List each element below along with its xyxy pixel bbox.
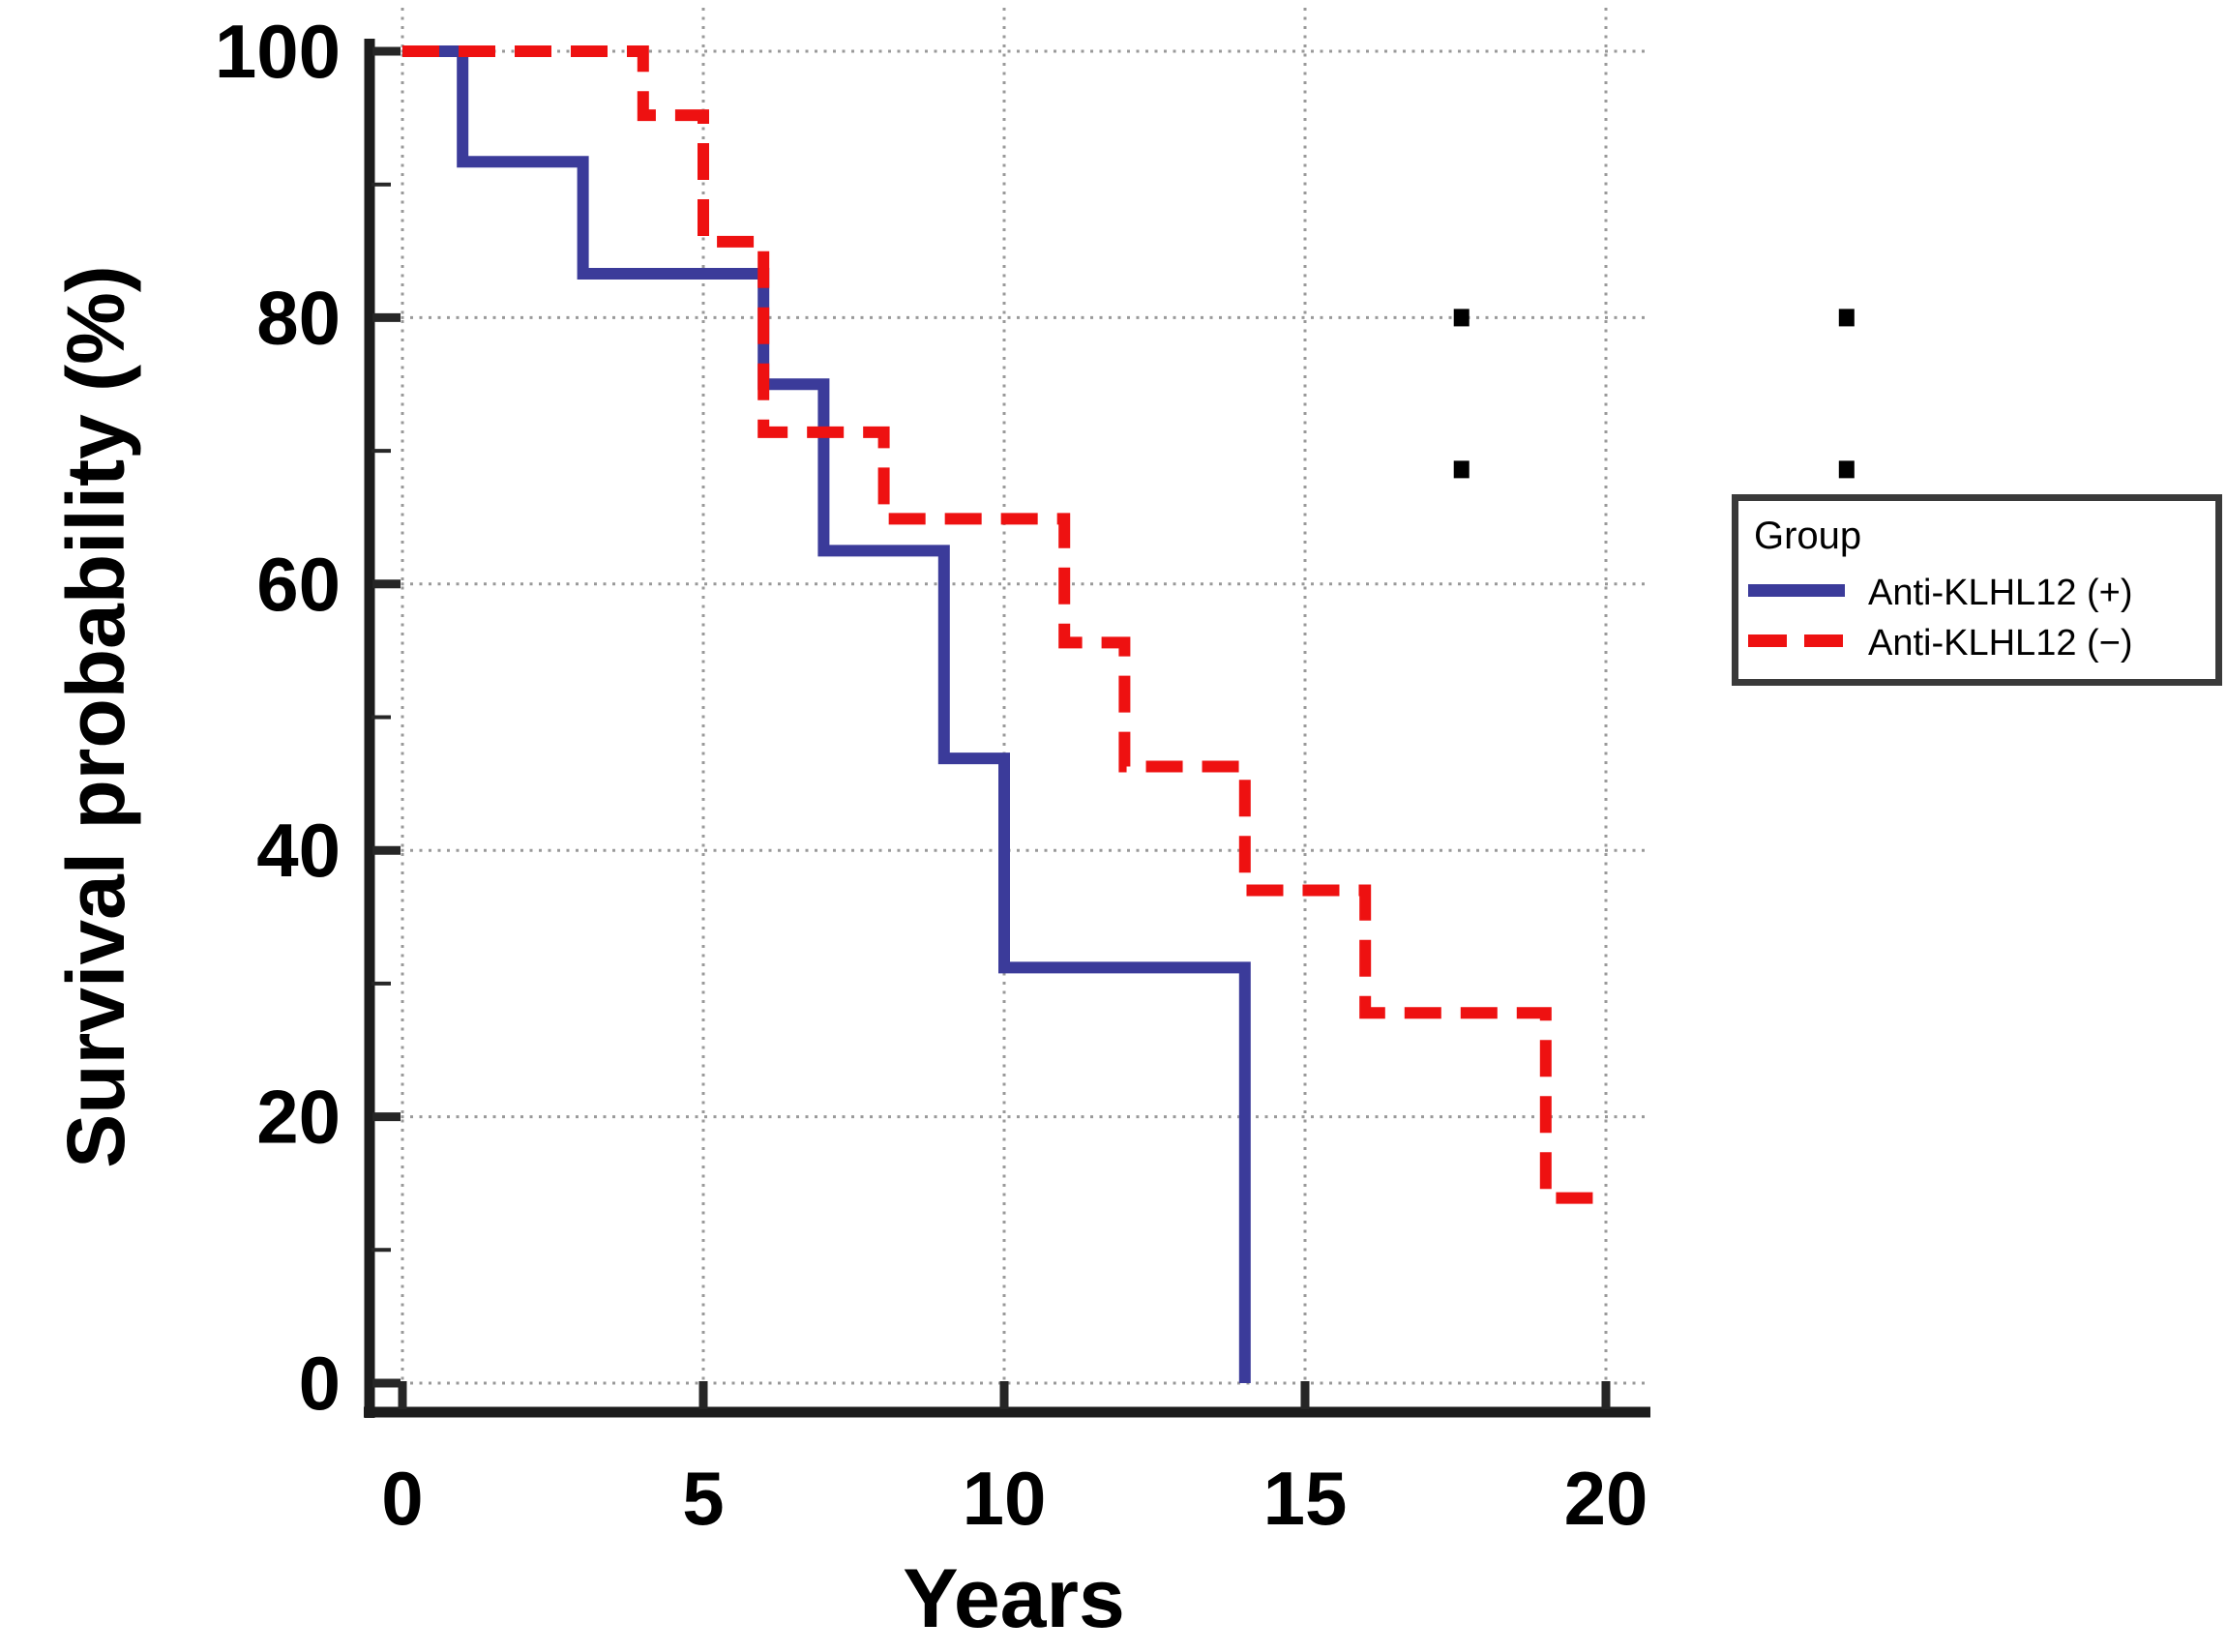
- survival-curve-anti-klhl12-negative: [402, 45, 1606, 1204]
- y-tick-label: 80: [256, 275, 341, 360]
- legend-title: Group: [1754, 515, 1862, 557]
- legend-item-anti-klhl12-negative: Anti-KLHL12 (−): [1868, 623, 2133, 664]
- artifact-dot: [1453, 309, 1470, 327]
- y-tick-label: 0: [299, 1341, 341, 1426]
- y-tick-label: 40: [256, 808, 341, 893]
- legend: Group Anti-KLHL12 (+) Anti-KLHL12 (−): [1732, 494, 2222, 686]
- x-tick-label: 0: [381, 1456, 423, 1541]
- x-tick-label: 5: [682, 1456, 724, 1541]
- y-tick-label: 60: [256, 542, 341, 627]
- x-tick-label: 20: [1564, 1456, 1648, 1541]
- y-tick-label: 100: [215, 9, 341, 94]
- legend-swatch-dashed-line: [1748, 634, 1845, 647]
- artifact-dot: [1453, 460, 1470, 479]
- x-tick-label: 15: [1263, 1456, 1348, 1541]
- survival-curve-anti-klhl12-positive: [402, 45, 1251, 1383]
- x-tick-label: 10: [963, 1456, 1047, 1541]
- legend-swatch-solid-line: [1748, 584, 1845, 597]
- x-axis-label: Years: [903, 1552, 1125, 1645]
- artifact-dot: [1838, 460, 1855, 479]
- y-axis-label: Survival probability (%): [50, 265, 141, 1168]
- legend-item-anti-klhl12-positive: Anti-KLHL12 (+): [1868, 573, 2133, 613]
- artifact-dot: [1838, 309, 1855, 327]
- y-tick-label: 20: [256, 1075, 341, 1160]
